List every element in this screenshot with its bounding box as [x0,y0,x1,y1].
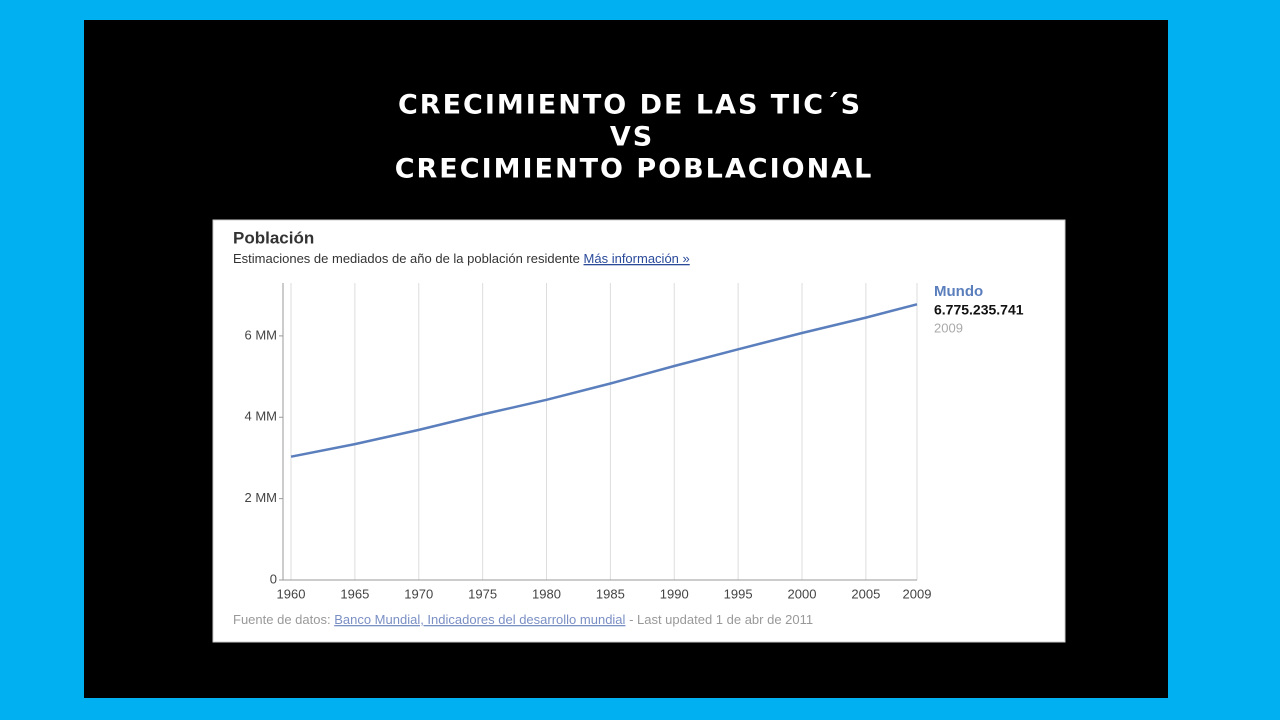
x-tick-label: 1970 [404,586,433,601]
source-link[interactable]: Banco Mundial, Indicadores del desarroll… [334,612,625,627]
subtitle: Estimaciones de mediados de año de la po… [233,251,580,266]
series-line [290,303,918,458]
x-tick-label: 1960 [277,586,306,601]
x-tick-label: 1990 [660,586,689,601]
slide-title: VS [610,122,654,153]
y-tick-label: 6 MM [245,327,278,342]
x-tick-label: 1995 [724,586,753,601]
chart-subtitle: Estimaciones de mediados de año de la po… [233,251,690,266]
x-tick-label: 1975 [468,586,497,601]
x-tick-label: 2009 [903,586,932,601]
x-tick-label: 2005 [851,586,880,601]
more-info-link[interactable]: Más información » [584,251,690,266]
slide-title: CRECIMIENTO POBLACIONAL [395,154,874,185]
x-tick-label: 1985 [596,586,625,601]
x-tick-label: 2000 [788,586,817,601]
y-tick-label: 4 MM [245,409,278,424]
legend-label: Mundo [934,283,983,300]
slide-title: CRECIMIENTO DE LAS TIC´S [398,90,862,121]
value-label-year: 2009 [934,320,963,335]
source-note: Fuente de datos: Banco Mundial, Indicado… [233,612,813,627]
updated: - Last updated 1 de abr de 2011 [629,612,813,627]
y-tick-label: 2 MM [245,490,278,505]
chart-title: Población [233,228,314,247]
x-tick-label: 1980 [532,586,561,601]
value-label: 6.775.235.741 [934,302,1024,318]
y-tick-label: 0 [270,571,277,586]
x-tick-label: 1965 [340,586,369,601]
source-label: Fuente de datos: [233,612,331,627]
